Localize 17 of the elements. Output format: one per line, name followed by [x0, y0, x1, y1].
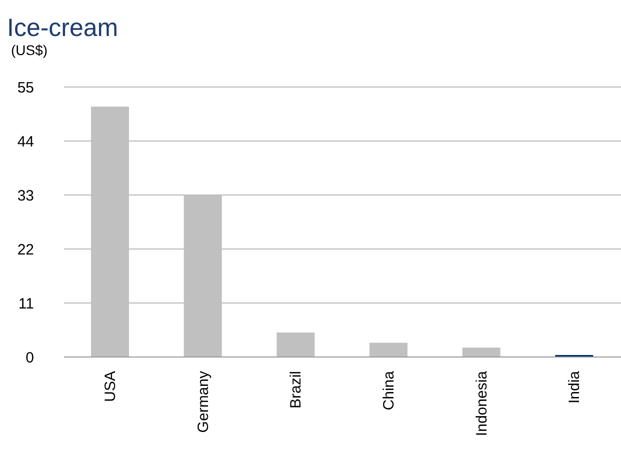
x-tick-label: Germany	[194, 370, 212, 433]
x-tick-label: China	[380, 370, 398, 410]
x-tick-label: USA	[102, 371, 119, 402]
y-tick-label: 0	[26, 349, 34, 366]
y-tick-label: 11	[18, 295, 34, 312]
y-tick-label: 55	[17, 79, 34, 96]
y-axis-title: (US$)	[11, 42, 48, 58]
chart-title: Ice-cream	[7, 14, 118, 42]
y-tick-label: 22	[17, 241, 34, 258]
x-tick-label: Brazil	[288, 371, 305, 409]
bar	[370, 342, 408, 357]
bar	[462, 348, 500, 357]
y-tick-label: 33	[17, 187, 34, 204]
bar	[276, 332, 315, 357]
y-tick-label: 44	[17, 133, 34, 150]
x-tick-label: Indonesia	[473, 370, 490, 436]
x-tick-label: India	[566, 370, 584, 404]
